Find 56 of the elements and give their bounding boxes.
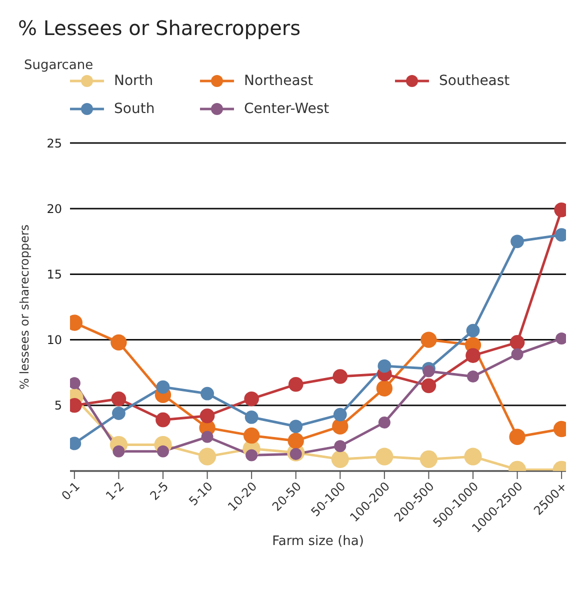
point xyxy=(200,408,215,424)
point xyxy=(200,386,214,400)
point xyxy=(112,406,126,420)
point xyxy=(332,369,348,384)
point xyxy=(378,416,390,428)
point xyxy=(466,324,480,338)
point xyxy=(244,410,258,424)
y-tick-label: 15 xyxy=(46,267,62,282)
y-tick-label: 25 xyxy=(46,136,62,150)
x-tick-label: 2-5 xyxy=(147,479,172,504)
y-tick-label: 10 xyxy=(46,333,62,348)
point xyxy=(112,445,125,458)
point xyxy=(510,335,525,350)
legend-label: South xyxy=(114,101,155,117)
point xyxy=(244,391,259,406)
y-tick-label: 20 xyxy=(46,202,62,216)
point xyxy=(334,440,346,452)
point xyxy=(332,418,348,434)
point xyxy=(376,380,393,396)
point xyxy=(466,348,480,363)
point xyxy=(111,391,126,406)
point xyxy=(110,334,127,351)
point xyxy=(201,430,214,443)
point xyxy=(157,445,169,458)
point xyxy=(289,420,303,434)
legend-label: Northeast xyxy=(244,73,314,89)
legend-label: Southeast xyxy=(439,73,510,89)
point xyxy=(243,427,260,444)
x-tick-label: 1-2 xyxy=(103,479,127,504)
point xyxy=(288,377,304,392)
point xyxy=(198,448,216,466)
point xyxy=(378,359,392,373)
y-axis-title: % lessees or sharecroppers xyxy=(17,224,32,390)
point xyxy=(288,432,304,449)
legend-label: Center-West xyxy=(244,101,330,117)
y-tick-label: 5 xyxy=(54,398,62,413)
point xyxy=(510,234,524,248)
point xyxy=(420,450,438,468)
legend-label: North xyxy=(114,73,154,89)
point xyxy=(467,370,479,383)
point xyxy=(422,365,435,378)
chart-subtitle: Sugarcane xyxy=(23,57,94,73)
point xyxy=(421,378,436,394)
point xyxy=(246,449,258,462)
point xyxy=(376,448,394,466)
x-axis-title: Farm size (ha) xyxy=(272,534,364,549)
point xyxy=(331,450,349,468)
point xyxy=(333,408,347,422)
point xyxy=(156,380,170,394)
point xyxy=(509,428,526,445)
point xyxy=(511,348,524,360)
point xyxy=(156,412,170,428)
chart-title: % Lessees or Sharecroppers xyxy=(17,15,302,40)
point xyxy=(464,448,482,466)
x-tick-label: 0-1 xyxy=(58,479,83,504)
point xyxy=(420,332,437,348)
